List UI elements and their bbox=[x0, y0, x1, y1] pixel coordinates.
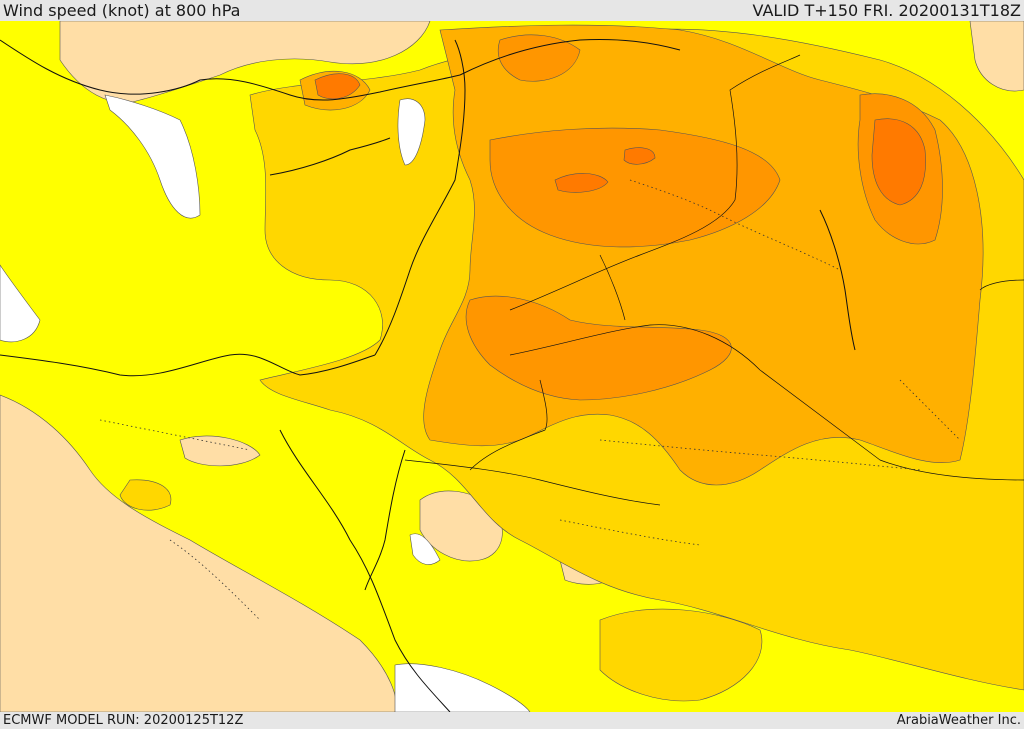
band-white-levant bbox=[397, 98, 426, 166]
valid-time: VALID T+150 FRI. 20200131T18Z bbox=[752, 1, 1021, 20]
map-header: Wind speed (knot) at 800 hPa VALID T+150… bbox=[0, 0, 1024, 21]
band-orange-1 bbox=[489, 127, 781, 248]
model-run: ECMWF MODEL RUN: 20200125T12Z bbox=[3, 713, 244, 728]
band-tan-sinai bbox=[179, 435, 261, 467]
band-deep-orange-1 bbox=[871, 118, 926, 206]
credit: ArabiaWeather Inc. bbox=[896, 713, 1021, 728]
political-borders bbox=[404, 54, 1024, 506]
band-orange-4 bbox=[497, 34, 581, 82]
band-orange-2 bbox=[465, 295, 732, 401]
band-white-west-1 bbox=[104, 94, 201, 219]
wind-speed-map bbox=[0, 21, 1024, 712]
band-tan-arabia bbox=[419, 490, 503, 562]
dotted-isolines bbox=[99, 179, 961, 621]
band-white-west-2 bbox=[0, 264, 41, 343]
band-gold-s-strip bbox=[599, 608, 763, 702]
band-tan-sw bbox=[0, 394, 397, 712]
band-white-redsea bbox=[409, 533, 441, 565]
map-title: Wind speed (knot) at 800 hPa bbox=[3, 1, 241, 20]
band-white-south bbox=[394, 663, 531, 712]
coastlines bbox=[0, 38, 856, 712]
band-gold-sw-blob bbox=[119, 479, 172, 511]
band-deep-orange-3 bbox=[623, 147, 656, 165]
band-deep-orange-2 bbox=[554, 173, 609, 193]
map-footer: ECMWF MODEL RUN: 20200125T12Z ArabiaWeat… bbox=[0, 712, 1024, 729]
band-deep-orange-4 bbox=[314, 73, 361, 100]
